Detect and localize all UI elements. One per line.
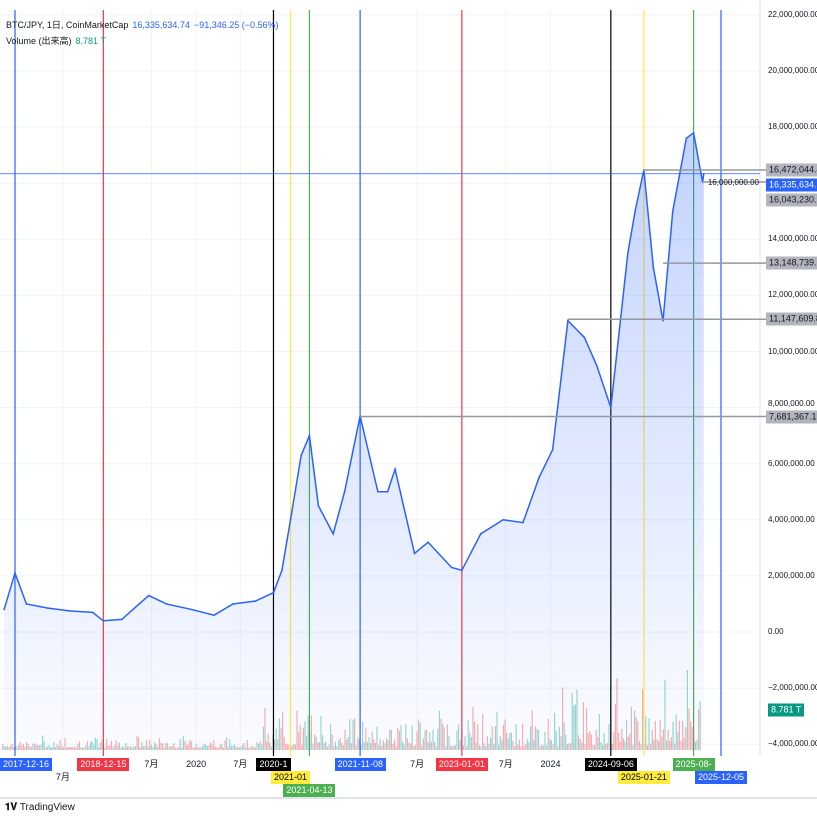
price-level-tag: 11,147,609.85: [766, 312, 817, 326]
x-tick-label: 7月: [55, 772, 70, 782]
x-tick-label: 2020: [186, 759, 207, 769]
date-label: 2025-01-21: [617, 771, 670, 784]
date-label: 2021-04-13: [283, 784, 336, 797]
date-label: 2024-09-06: [584, 758, 637, 771]
volume-label: Volume (出来高): [6, 36, 72, 46]
price-point: [308, 434, 311, 437]
price-point: [289, 519, 292, 521]
price-point: [121, 618, 123, 621]
price-point: [610, 406, 612, 409]
price-point: [538, 476, 540, 479]
last-price: 16,335,634.74: [132, 20, 190, 30]
price-point: [191, 608, 193, 611]
y-tick-label: 8,000,000.00: [768, 398, 815, 408]
date-label: 2025-08-: [672, 758, 715, 771]
y-tick-label: 4,000,000.00: [768, 514, 815, 524]
price-point: [213, 614, 215, 616]
price-point: [627, 252, 629, 255]
y-tick-label: 6,000,000.00: [768, 458, 815, 468]
price-point: [165, 603, 168, 605]
price-point: [671, 210, 674, 213]
price-area: [4, 132, 704, 750]
price-point: [300, 454, 302, 457]
price-point: [25, 603, 28, 605]
y-tick-label: 18,000,000.00: [768, 122, 817, 132]
price-point: [377, 490, 379, 493]
price-point: [394, 468, 396, 471]
price-point: [479, 533, 482, 535]
date-label: 2021-01: [271, 771, 311, 784]
y-tick-label: 20,000,000.00: [768, 66, 817, 75]
brand-text: TradingView: [19, 802, 75, 813]
price-change: −91,346.25 (−0.56%): [193, 20, 279, 30]
symbol-title: BTC/JPY, 1日, CoinMarketCap: [6, 20, 129, 30]
price-point: [551, 448, 554, 451]
price-point: [692, 131, 695, 134]
price-point: [662, 319, 664, 322]
date-label: 2020-1: [256, 758, 291, 771]
symbol-legend: BTC/JPY, 1日, CoinMarketCap 16,335,634.74−…: [6, 18, 283, 31]
y-tick-label: 22,000,000.00: [768, 9, 817, 19]
price-level-tag: 16,472,044.45: [766, 163, 817, 177]
x-tick-label: 7月: [410, 759, 425, 769]
price-point: [634, 210, 636, 213]
price-point: [281, 569, 283, 572]
price-point: [69, 610, 72, 612]
date-label: 2023-01-01: [435, 758, 488, 771]
y-tick-label: 10,000,000.00: [768, 346, 817, 356]
price-point: [595, 364, 598, 367]
price-point: [343, 490, 346, 493]
volume-legend: Volume (出来高) 8.781 T: [6, 34, 110, 47]
date-label: 2025-12-05: [695, 771, 748, 784]
price-point: [652, 266, 655, 269]
price-point: [450, 566, 453, 569]
price-point: [461, 569, 463, 572]
price-point: [522, 521, 524, 524]
price-level-tag: 13,148,739.63: [766, 256, 817, 270]
price-point: [272, 591, 275, 594]
date-label: 2017-12-16: [0, 758, 53, 771]
volume-bar: [2, 743, 4, 750]
price-point: [685, 137, 688, 140]
price-point: [91, 611, 94, 614]
price-point: [413, 552, 416, 555]
y-tick-label: 16,000,000.00: [707, 178, 759, 188]
x-tick-label: 7月: [498, 759, 513, 769]
date-label: 2018-12-15: [77, 758, 130, 771]
current-price-tag: 16,335,634.74: [766, 178, 817, 192]
x-tick-label: 7月: [144, 759, 159, 769]
price-point: [583, 336, 586, 339]
y-tick-label: −4,000,000.00: [768, 739, 817, 749]
price-point: [147, 594, 150, 597]
price-point: [232, 603, 234, 605]
price-point: [317, 504, 320, 507]
y-tick-label: 14,000,000.00: [768, 234, 817, 244]
y-tick-label: −2,000,000.00: [768, 683, 817, 693]
y-tick-label: 2,000,000.00: [768, 570, 815, 580]
tradingview-logo[interactable]: 𝟏𝐕 TradingView: [5, 802, 75, 813]
date-label: 2021-11-08: [334, 758, 386, 771]
price-point: [102, 619, 105, 622]
price-point: [502, 519, 504, 521]
y-tick-label: 0.00: [768, 627, 784, 636]
price-point: [427, 541, 429, 544]
volume-value: 8.781 T: [75, 36, 106, 46]
price-point: [47, 607, 49, 609]
y-tick-label: 12,000,000.00: [768, 290, 817, 300]
price-point: [3, 608, 5, 611]
price-level-tag: 16,043,230.92: [766, 193, 817, 207]
price-point: [386, 490, 389, 493]
x-tick-label: 7月: [233, 759, 248, 769]
x-tick-label: 2024: [540, 759, 561, 769]
volume-tag: 8.781 T: [768, 703, 805, 717]
price-point: [14, 572, 16, 574]
price-level-tag: 7,681,367.19: [766, 410, 817, 424]
price-point: [254, 600, 257, 602]
price-point: [567, 319, 569, 322]
price-point: [332, 533, 334, 535]
